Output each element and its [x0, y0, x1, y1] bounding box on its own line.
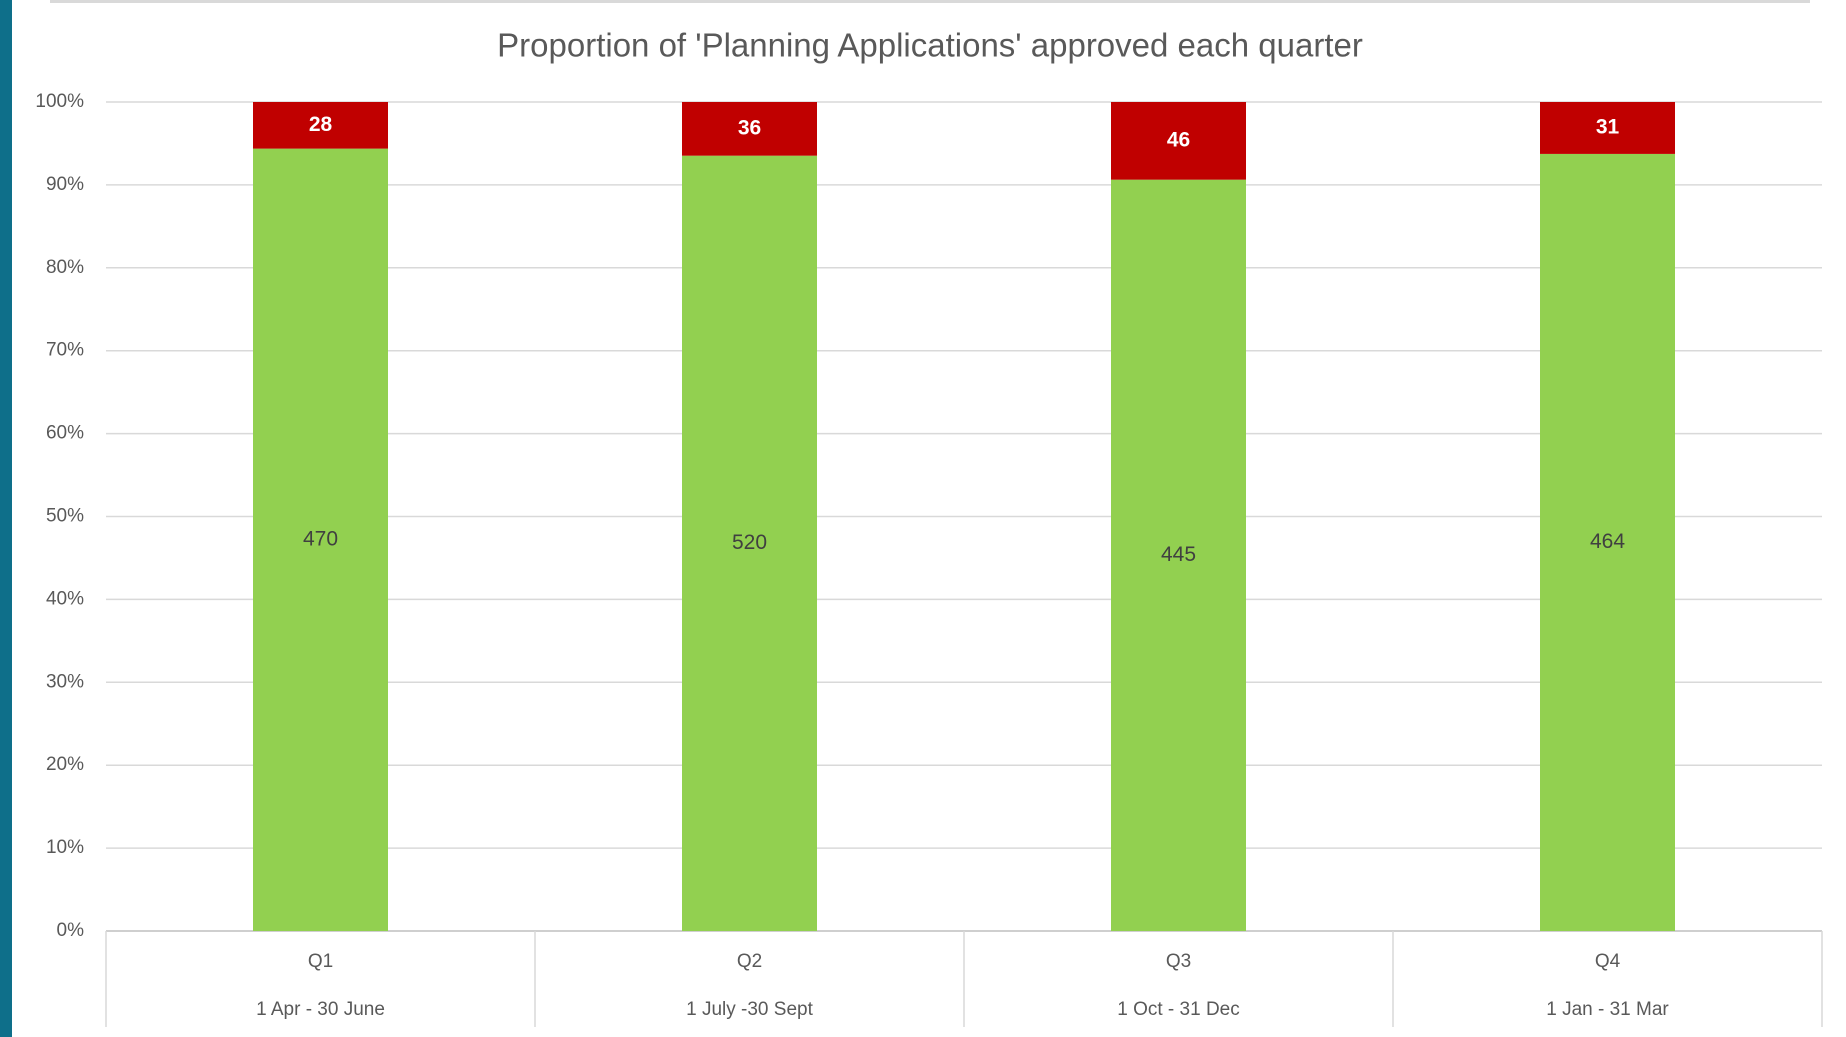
y-tick-label: 20%	[46, 754, 84, 775]
data-label: 31	[1596, 116, 1620, 139]
chart-title: Proportion of 'Planning Applications' ap…	[497, 27, 1363, 64]
y-tick-label: 30%	[46, 671, 84, 692]
y-tick-label: 80%	[46, 257, 84, 278]
y-tick-label: 40%	[46, 588, 84, 609]
bar-segment	[1540, 102, 1675, 154]
x-period-label: 1 July -30 Sept	[686, 999, 813, 1020]
x-tick-label: Q3	[1166, 951, 1191, 972]
x-tick-label: Q2	[737, 951, 762, 972]
x-period-label: 1 Oct - 31 Dec	[1117, 999, 1240, 1020]
data-label: 464	[1590, 530, 1625, 553]
data-label: 28	[309, 113, 333, 136]
x-period-label: 1 Jan - 31 Mar	[1546, 999, 1669, 1020]
bar-segment	[1111, 102, 1246, 180]
data-label: 46	[1167, 128, 1190, 151]
y-tick-label: 70%	[46, 340, 84, 361]
x-period-label: 1 Apr - 30 June	[256, 999, 385, 1020]
y-tick-label: 50%	[46, 506, 84, 527]
data-label: 470	[303, 527, 338, 550]
data-label: 445	[1161, 543, 1196, 566]
x-tick-label: Q1	[308, 951, 333, 972]
side-strip	[0, 0, 12, 1037]
y-tick-label: 90%	[46, 174, 84, 195]
bar-segment	[253, 148, 388, 931]
y-tick-label: 60%	[46, 423, 84, 444]
data-label: 36	[738, 116, 761, 139]
y-tick-label: 0%	[57, 920, 85, 941]
bar-segment	[682, 155, 817, 931]
bar-segment	[682, 102, 817, 156]
bar-segment	[1111, 179, 1246, 931]
y-tick-label: 100%	[35, 91, 84, 112]
bar-segment	[1540, 153, 1675, 931]
y-tick-label: 10%	[46, 837, 84, 858]
data-label: 520	[732, 531, 767, 554]
bar-segment	[253, 102, 388, 149]
x-tick-label: Q4	[1595, 951, 1621, 972]
